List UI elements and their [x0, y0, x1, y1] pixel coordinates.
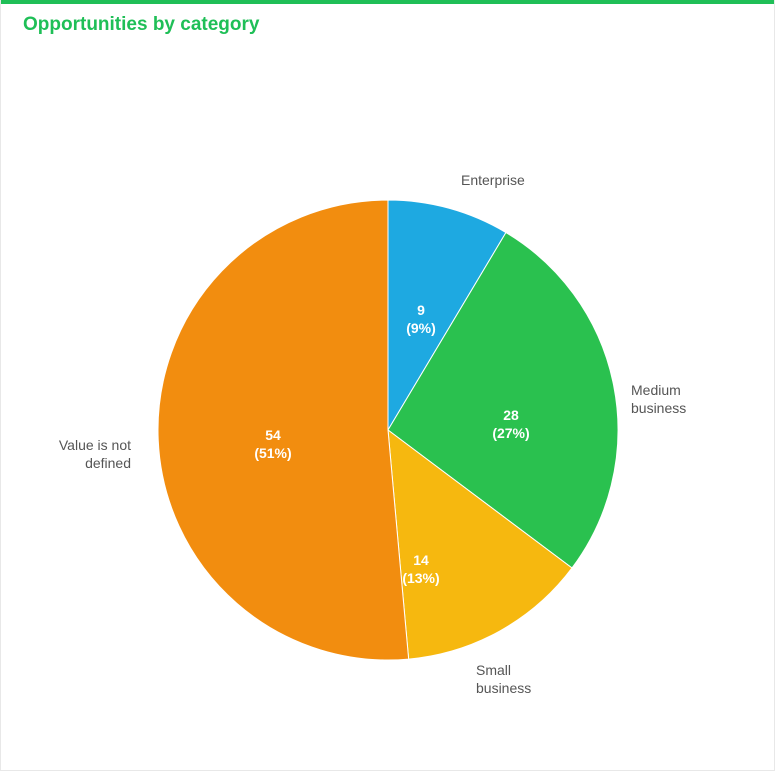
chart-card: Opportunities by category 9(9%)Enterpris…	[0, 0, 775, 771]
pie-slice[interactable]	[158, 200, 409, 660]
slice-category-label: Mediumbusiness	[631, 382, 686, 416]
chart-title: Opportunities by category	[1, 4, 774, 40]
slice-category-label: Enterprise	[461, 172, 525, 188]
pie-chart: 9(9%)Enterprise28(27%)Mediumbusiness14(1…	[1, 50, 774, 770]
slice-category-label: Value is notdefined	[59, 437, 131, 471]
slice-category-label: Smallbusiness	[476, 662, 531, 696]
